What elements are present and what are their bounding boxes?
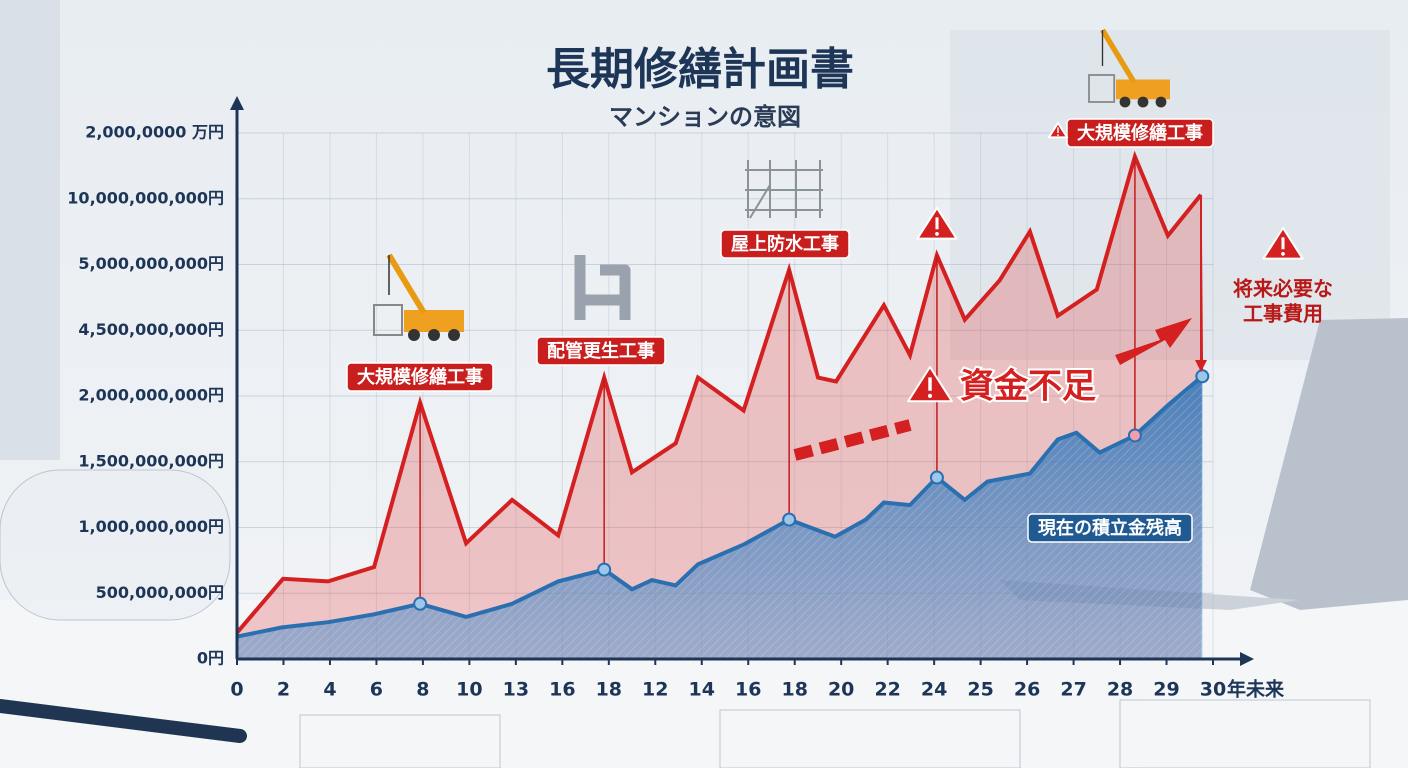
crane-wheel xyxy=(408,329,420,341)
x-tick-label: 22 xyxy=(874,679,900,701)
pipe xyxy=(574,255,631,320)
warning-mark xyxy=(1281,237,1285,250)
x-tick-label: 20 xyxy=(828,679,854,701)
x-tick-label: 27 xyxy=(1060,679,1086,701)
x-tick-label: 30 xyxy=(1200,679,1226,701)
x-tick-label: 16 xyxy=(549,679,575,701)
annotation-label: 将来必要な xyxy=(1233,277,1333,301)
crane-boom xyxy=(386,253,427,315)
x-tick-label: 24 xyxy=(921,679,947,701)
y-tick-label: 500,000,000円 xyxy=(96,583,224,602)
chart-subtitle: マンションの意図 xyxy=(609,103,801,131)
pipe-icon xyxy=(574,255,631,320)
x-axis-label: 年未来 xyxy=(1227,678,1284,701)
area-hatch xyxy=(237,376,1203,659)
x-arrow xyxy=(1240,652,1254,666)
crane-icon xyxy=(1088,28,1170,108)
x-tick-label: 18 xyxy=(596,679,622,701)
annotation-box xyxy=(346,362,494,392)
x-tick-label: 6 xyxy=(370,679,383,701)
crane-icon xyxy=(373,253,464,341)
scaffold-icon xyxy=(745,160,823,219)
annotation-label: 工事費用 xyxy=(1243,302,1323,326)
warning-dot xyxy=(1281,251,1285,256)
trend-arrow xyxy=(1115,318,1192,365)
y-tick-label: 2,000,0000 万円 xyxy=(85,123,224,142)
scaffold xyxy=(745,160,823,219)
y-tick-label: 2,000,000,000円 xyxy=(78,386,224,405)
crane-wheel xyxy=(1137,96,1149,108)
range-arrow xyxy=(1195,360,1207,372)
crane-body xyxy=(404,310,464,332)
point xyxy=(929,470,944,485)
y-tick-label: 1,000,000,000円 xyxy=(78,517,224,536)
y-arrow xyxy=(230,96,244,110)
x-tick-label: 29 xyxy=(1153,679,1179,701)
crane-boom xyxy=(1100,28,1137,84)
crane-scaffold xyxy=(373,304,403,336)
point xyxy=(782,512,797,527)
plot: 0円 500,000,000円 1,000,000,000円 1,500,000,00… xyxy=(67,96,1284,701)
x-tick-label: 28 xyxy=(1107,679,1133,701)
crane-wheel xyxy=(448,329,460,341)
x-tick-label: 18 xyxy=(781,679,807,701)
x-tick-label: 10 xyxy=(456,679,482,701)
warning-dot xyxy=(1057,134,1059,137)
crane-body xyxy=(1116,79,1170,100)
warning-icon xyxy=(916,207,958,240)
warning-icon xyxy=(1262,227,1304,260)
annotation-label: 配管更生工事 xyxy=(547,340,655,362)
annotation-box xyxy=(1027,513,1193,543)
warning-mark xyxy=(928,377,932,391)
window-frame xyxy=(0,0,60,460)
point xyxy=(413,596,428,611)
annotation-label: 大規模修繕工事 xyxy=(1077,122,1203,144)
dashed-arrow xyxy=(793,419,912,461)
annotation-box xyxy=(1066,118,1214,148)
x-tick-label: 12 xyxy=(642,679,668,701)
x-tick-label: 8 xyxy=(416,679,429,701)
warning-dot xyxy=(935,231,939,236)
x-tick-label: 14 xyxy=(689,679,715,701)
point xyxy=(1195,369,1210,384)
y-tick-label: 1,500,000,000円 xyxy=(78,451,224,470)
crane-wheel xyxy=(1119,96,1131,108)
blueprints xyxy=(0,469,1371,769)
pen xyxy=(0,699,247,743)
y-tick-label: 4,500,000,000円 xyxy=(78,320,224,339)
warning-dot xyxy=(927,393,933,398)
warning-icon xyxy=(1047,122,1069,139)
warning-icon xyxy=(907,366,953,403)
annotation-box xyxy=(536,336,666,366)
y-tick-label: 5,000,000,000円 xyxy=(78,254,224,273)
chart-title: 長期修繕計画書 xyxy=(546,44,854,95)
x-tick-label: 13 xyxy=(503,679,529,701)
x-tick-label: 25 xyxy=(967,679,993,701)
point xyxy=(1127,428,1142,443)
crane-wheel xyxy=(428,329,440,341)
x-tick-label: 16 xyxy=(735,679,761,701)
x-tick-label: 0 xyxy=(230,679,243,701)
x-tick-label: 2 xyxy=(277,679,290,701)
warning-mark xyxy=(935,217,939,230)
x-tick-label: 26 xyxy=(1014,679,1040,701)
y-tick-label: 0円 xyxy=(197,649,224,668)
annotation-box xyxy=(720,229,850,259)
crane-scaffold xyxy=(1088,74,1116,103)
annotation-label: 資金不足 xyxy=(960,367,1096,407)
crane-wheel xyxy=(1155,96,1167,108)
point xyxy=(597,562,612,577)
y-tick-label: 10,000,000,000円 xyxy=(67,188,224,207)
x-tick-label: 4 xyxy=(323,679,336,701)
annotation-label: 現在の積立金残高 xyxy=(1038,517,1182,539)
warning-mark xyxy=(1057,127,1059,133)
annotation-label: 大規模修繕工事 xyxy=(357,366,483,388)
annotation-label: 屋上防水工事 xyxy=(731,233,839,255)
overlay: 大規模修繕工事配管更生工事屋上防水工事大規模修繕工事現在の積立金残高資金不足将来… xyxy=(346,28,1333,543)
